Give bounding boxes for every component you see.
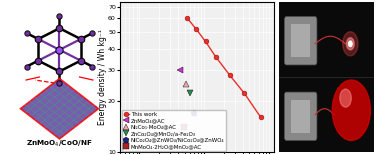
- This work: [213, 56, 218, 57]
- FancyBboxPatch shape: [284, 17, 317, 65]
- Text: ZnMoO$_4$/CoO/NF: ZnMoO$_4$/CoO/NF: [26, 139, 93, 149]
- This work: [203, 41, 208, 42]
- This work: [259, 116, 263, 118]
- This work: [228, 74, 232, 76]
- Circle shape: [347, 38, 354, 50]
- FancyBboxPatch shape: [284, 92, 317, 140]
- This work: [185, 17, 190, 19]
- Y-axis label: Energy density / Wh kg⁻¹: Energy density / Wh kg⁻¹: [98, 29, 107, 125]
- Bar: [291, 24, 310, 57]
- This work: [242, 93, 247, 94]
- Circle shape: [349, 41, 352, 47]
- Bar: [291, 100, 310, 133]
- This work: [194, 28, 198, 30]
- Circle shape: [340, 89, 351, 107]
- Line: This work: This work: [185, 16, 263, 120]
- Circle shape: [332, 80, 370, 140]
- Polygon shape: [20, 79, 99, 139]
- Legend: This work, ZnMoO₄@AC, Ni₂Co₁·MoO₄@AC, ZnCo₂O₄@MnO₂/a-Fe₂O₃, NiCo₂O₄@ZnWO₄/NiCo₂O: This work, ZnMoO₄@AC, Ni₂Co₁·MoO₄@AC, Zn…: [122, 110, 226, 151]
- Circle shape: [343, 32, 358, 56]
